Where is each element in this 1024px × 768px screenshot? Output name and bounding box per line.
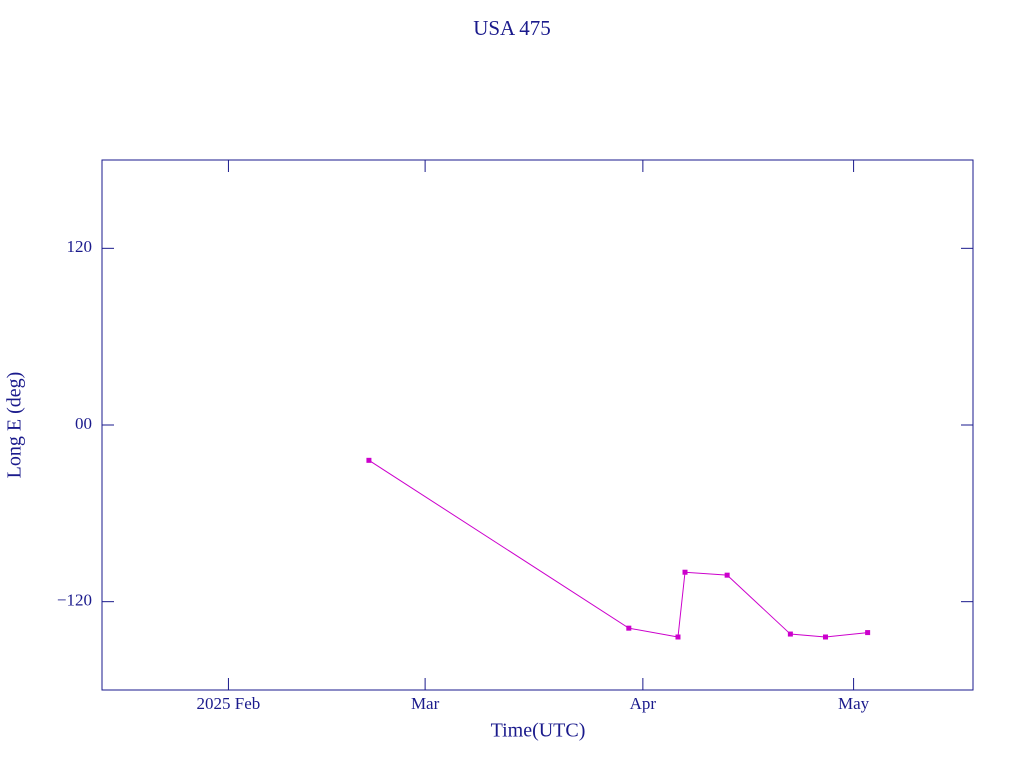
data-point xyxy=(675,634,681,640)
y-axis-label: Long E (deg) xyxy=(4,372,26,479)
x-tick-label: May xyxy=(838,694,870,713)
plot-frame xyxy=(101,159,974,691)
chart-title: USA 475 xyxy=(473,16,551,40)
y-tick-label: 00 xyxy=(75,414,92,433)
x-tick-label: Mar xyxy=(411,694,440,713)
x-tick-label: Apr xyxy=(630,694,657,713)
data-point xyxy=(626,625,632,631)
data-line xyxy=(368,459,868,638)
x-axis-label: Time(UTC) xyxy=(491,720,586,742)
data-point xyxy=(682,569,688,575)
y-tick-label: −120 xyxy=(57,591,92,610)
y-tick-label: 120 xyxy=(67,237,93,256)
data-point xyxy=(865,630,871,636)
data-point xyxy=(822,634,828,640)
data-point xyxy=(787,631,793,637)
data-point xyxy=(724,572,730,578)
x-tick-label: 2025 Feb xyxy=(197,694,261,713)
data-point xyxy=(366,457,372,463)
